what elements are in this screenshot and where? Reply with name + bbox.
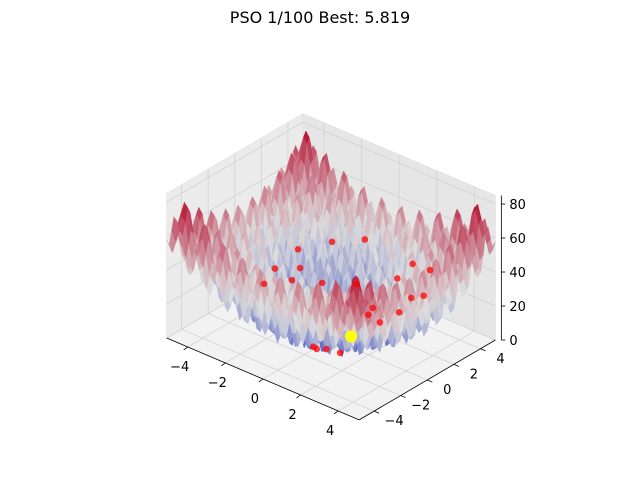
- x-tick-label: −4: [170, 360, 189, 375]
- particle-point: [318, 279, 326, 287]
- particle-point: [409, 260, 416, 268]
- x-tick-mark: [183, 346, 188, 351]
- grid-line-y: [181, 328, 375, 412]
- particle-point: [260, 280, 268, 288]
- grid-line-z: [166, 121, 304, 203]
- y-tick-mark: [480, 348, 486, 352]
- particle-point: [328, 238, 336, 246]
- z-tick-label: 60: [509, 232, 526, 247]
- z-tick-label: 80: [509, 198, 526, 213]
- particle-point: [426, 266, 434, 274]
- x-tick-label: 0: [251, 392, 259, 407]
- x-tick-mark: [258, 378, 264, 383]
- z-tick-label: 40: [509, 266, 526, 281]
- particle-point: [323, 345, 330, 353]
- z-tick-label: 20: [509, 300, 526, 315]
- particle-point: [376, 319, 384, 326]
- grid-line-y: [207, 313, 401, 396]
- x-tick-mark: [296, 394, 301, 399]
- best-particle-point: [345, 330, 358, 343]
- particle-point: [288, 276, 296, 284]
- surface-cell: [355, 321, 362, 332]
- x-tick-mark: [221, 362, 226, 367]
- y-axis-line: [358, 339, 496, 421]
- y-tick-label: 4: [496, 352, 504, 367]
- y-tick-mark: [400, 395, 406, 398]
- particle-point: [365, 311, 372, 319]
- y-tick-mark: [373, 410, 380, 414]
- chart-title: PSO 1/100 Best: 5.819: [230, 8, 410, 27]
- x-tick-label: −2: [208, 376, 227, 391]
- y-tick-label: −2: [411, 399, 430, 414]
- particle-point: [294, 246, 302, 253]
- x-tick-label: 4: [326, 424, 334, 439]
- particle-point: [336, 349, 344, 357]
- y-tick-label: 0: [443, 383, 451, 398]
- y-tick-label: −4: [384, 414, 403, 429]
- particle-point: [394, 275, 401, 282]
- z-tick-label: 0: [509, 334, 517, 349]
- particle-point: [296, 264, 304, 272]
- particle-point: [420, 292, 428, 300]
- particle-point: [361, 236, 369, 243]
- particle-point: [313, 345, 321, 353]
- y-tick-mark: [453, 363, 460, 367]
- particle-point: [353, 280, 361, 288]
- particle-point: [395, 309, 403, 316]
- particle-point: [369, 304, 377, 312]
- particle-point: [271, 265, 279, 272]
- x-tick-mark: [333, 410, 339, 415]
- particles-layer: [260, 236, 434, 357]
- particle-point: [408, 294, 415, 302]
- y-tick-label: 2: [470, 367, 478, 382]
- y-tick-mark: [427, 379, 433, 383]
- x-tick-label: 2: [288, 408, 296, 423]
- grid-line-z: [302, 121, 496, 205]
- surface-plot: [166, 130, 496, 358]
- grid-line-z: [302, 155, 496, 239]
